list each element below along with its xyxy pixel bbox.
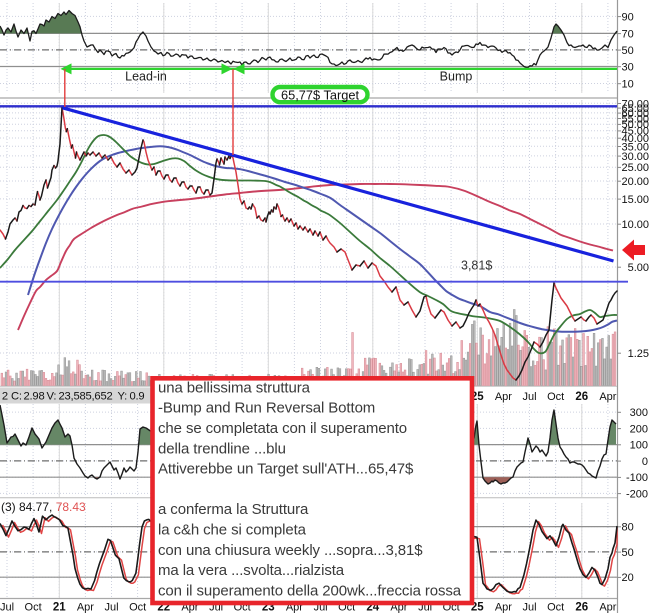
svg-text:5.00: 5.00 [628, 262, 649, 274]
svg-text:della trendline ...blu: della trendline ...blu [158, 440, 286, 457]
svg-text:70.00: 70.00 [621, 98, 649, 110]
svg-text:Jul: Jul [314, 602, 328, 613]
svg-text:15.00: 15.00 [621, 194, 649, 206]
svg-text:100: 100 [630, 440, 648, 452]
svg-text:30: 30 [622, 62, 634, 74]
svg-text:23: 23 [262, 602, 275, 613]
svg-text:Attiverebbe un Target sull'ATH: Attiverebbe un Target sull'ATH...65,47$ [158, 461, 414, 478]
svg-text:una bellissima struttura: una bellissima struttura [158, 379, 311, 396]
svg-text:35.00: 35.00 [621, 141, 649, 153]
svg-text:30.00: 30.00 [621, 151, 649, 163]
svg-text:-200: -200 [626, 488, 648, 500]
svg-text:Lead-in: Lead-in [125, 70, 167, 84]
svg-text:1.25: 1.25 [628, 348, 649, 360]
svg-text:Oct: Oct [547, 602, 564, 613]
svg-text:Jul: Jul [104, 602, 118, 613]
svg-text:10.00: 10.00 [621, 219, 649, 231]
svg-text:-100: -100 [626, 472, 648, 484]
svg-text:con una chiusura weekly ...sop: con una chiusura weekly ...sopra...3,81$ [158, 542, 423, 559]
svg-text:65.00: 65.00 [621, 103, 649, 115]
svg-text:Oct: Oct [234, 602, 251, 613]
svg-text:20.00: 20.00 [621, 176, 649, 188]
svg-text:300: 300 [630, 407, 648, 419]
svg-text:200: 200 [630, 423, 648, 435]
svg-text:(3) 84.77, 78.43: (3) 84.77, 78.43 [1, 500, 86, 514]
svg-text:70: 70 [622, 28, 634, 40]
svg-text:Jul: Jul [0, 602, 14, 613]
svg-text:Jul: Jul [522, 391, 536, 403]
svg-text:0: 0 [642, 456, 648, 468]
svg-text:50: 50 [622, 547, 634, 559]
svg-text:Apr: Apr [181, 602, 198, 613]
svg-text:Apr: Apr [495, 602, 512, 613]
svg-text:che se completata con il super: che se completata con il superamento [158, 420, 407, 437]
svg-text:Apr: Apr [286, 602, 303, 613]
svg-text:la c&h che si completa: la c&h che si completa [158, 522, 307, 539]
svg-text:-Bump and Run Reversal Bottom: -Bump and Run Reversal Bottom [158, 400, 375, 417]
svg-text:20: 20 [622, 572, 634, 584]
svg-text:10: 10 [622, 79, 634, 91]
svg-text:Oct: Oct [547, 391, 564, 403]
svg-text:26: 26 [575, 391, 588, 403]
svg-text:55.00: 55.00 [621, 113, 649, 125]
svg-text:a conferma la Struttura: a conferma la Struttura [158, 501, 309, 518]
svg-text:Apr: Apr [495, 391, 512, 403]
svg-text:Jul: Jul [209, 602, 223, 613]
svg-text:Oct: Oct [443, 602, 460, 613]
svg-text:50.00: 50.00 [621, 119, 649, 131]
svg-text:45.00: 45.00 [621, 126, 649, 138]
svg-text:Jul: Jul [418, 602, 432, 613]
svg-text:26: 26 [575, 602, 588, 613]
svg-text:3,81$: 3,81$ [461, 259, 492, 273]
svg-text:Jul: Jul [522, 602, 536, 613]
svg-text:Oct: Oct [25, 602, 42, 613]
svg-text:Apr: Apr [599, 602, 616, 613]
svg-text:80: 80 [622, 522, 634, 534]
svg-text:Apr: Apr [77, 602, 94, 613]
svg-text:Oct: Oct [129, 602, 146, 613]
svg-text:21: 21 [53, 602, 66, 613]
svg-text:50: 50 [622, 45, 634, 57]
svg-text:ma la vera ...svolta...rialzis: ma la vera ...svolta...rialzista [158, 562, 345, 579]
svg-text:25.00: 25.00 [621, 162, 649, 174]
svg-text:Oct: Oct [338, 602, 355, 613]
svg-text:40.00: 40.00 [621, 133, 649, 145]
svg-text:90: 90 [622, 11, 634, 23]
svg-text:con il superamento della 200wk: con il superamento della 200wk...freccia… [158, 582, 462, 599]
svg-text:22: 22 [157, 602, 170, 613]
svg-text:Bump: Bump [440, 70, 473, 84]
svg-text:65,77$ Target: 65,77$ Target [281, 88, 359, 103]
svg-text:60.00: 60.00 [621, 108, 649, 120]
svg-text:Apr: Apr [390, 602, 407, 613]
svg-text:24: 24 [366, 602, 379, 613]
svg-text:25: 25 [471, 602, 484, 613]
svg-text:Apr: Apr [599, 391, 616, 403]
